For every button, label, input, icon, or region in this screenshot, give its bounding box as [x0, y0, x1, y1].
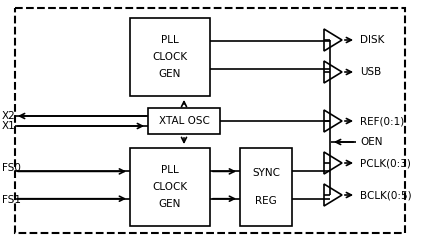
- Polygon shape: [324, 110, 342, 132]
- Text: REF(0:1): REF(0:1): [360, 116, 404, 126]
- Text: FS1: FS1: [2, 195, 21, 205]
- Text: PCLK(0:3): PCLK(0:3): [360, 158, 411, 168]
- Bar: [130, 18, 210, 96]
- Text: CLOCK: CLOCK: [152, 182, 188, 192]
- Text: PLL: PLL: [161, 35, 179, 45]
- Polygon shape: [324, 29, 342, 51]
- Bar: [240, 148, 292, 226]
- Text: BCLK(0:5): BCLK(0:5): [360, 190, 412, 200]
- Text: FS0: FS0: [2, 163, 21, 173]
- Text: X2: X2: [2, 111, 16, 121]
- Text: DISK: DISK: [360, 35, 384, 45]
- Polygon shape: [324, 152, 342, 174]
- Bar: [148, 108, 220, 134]
- Text: REG: REG: [255, 196, 277, 206]
- Bar: [130, 148, 210, 226]
- Text: PLL: PLL: [161, 165, 179, 175]
- Text: OEN: OEN: [360, 137, 383, 147]
- Text: CLOCK: CLOCK: [152, 52, 188, 62]
- Polygon shape: [324, 184, 342, 206]
- Text: XTAL OSC: XTAL OSC: [159, 116, 209, 126]
- Polygon shape: [324, 61, 342, 83]
- Text: GEN: GEN: [159, 69, 181, 79]
- Text: X1: X1: [2, 121, 16, 131]
- Text: GEN: GEN: [159, 199, 181, 209]
- Text: USB: USB: [360, 67, 381, 77]
- Text: SYNC: SYNC: [252, 168, 280, 178]
